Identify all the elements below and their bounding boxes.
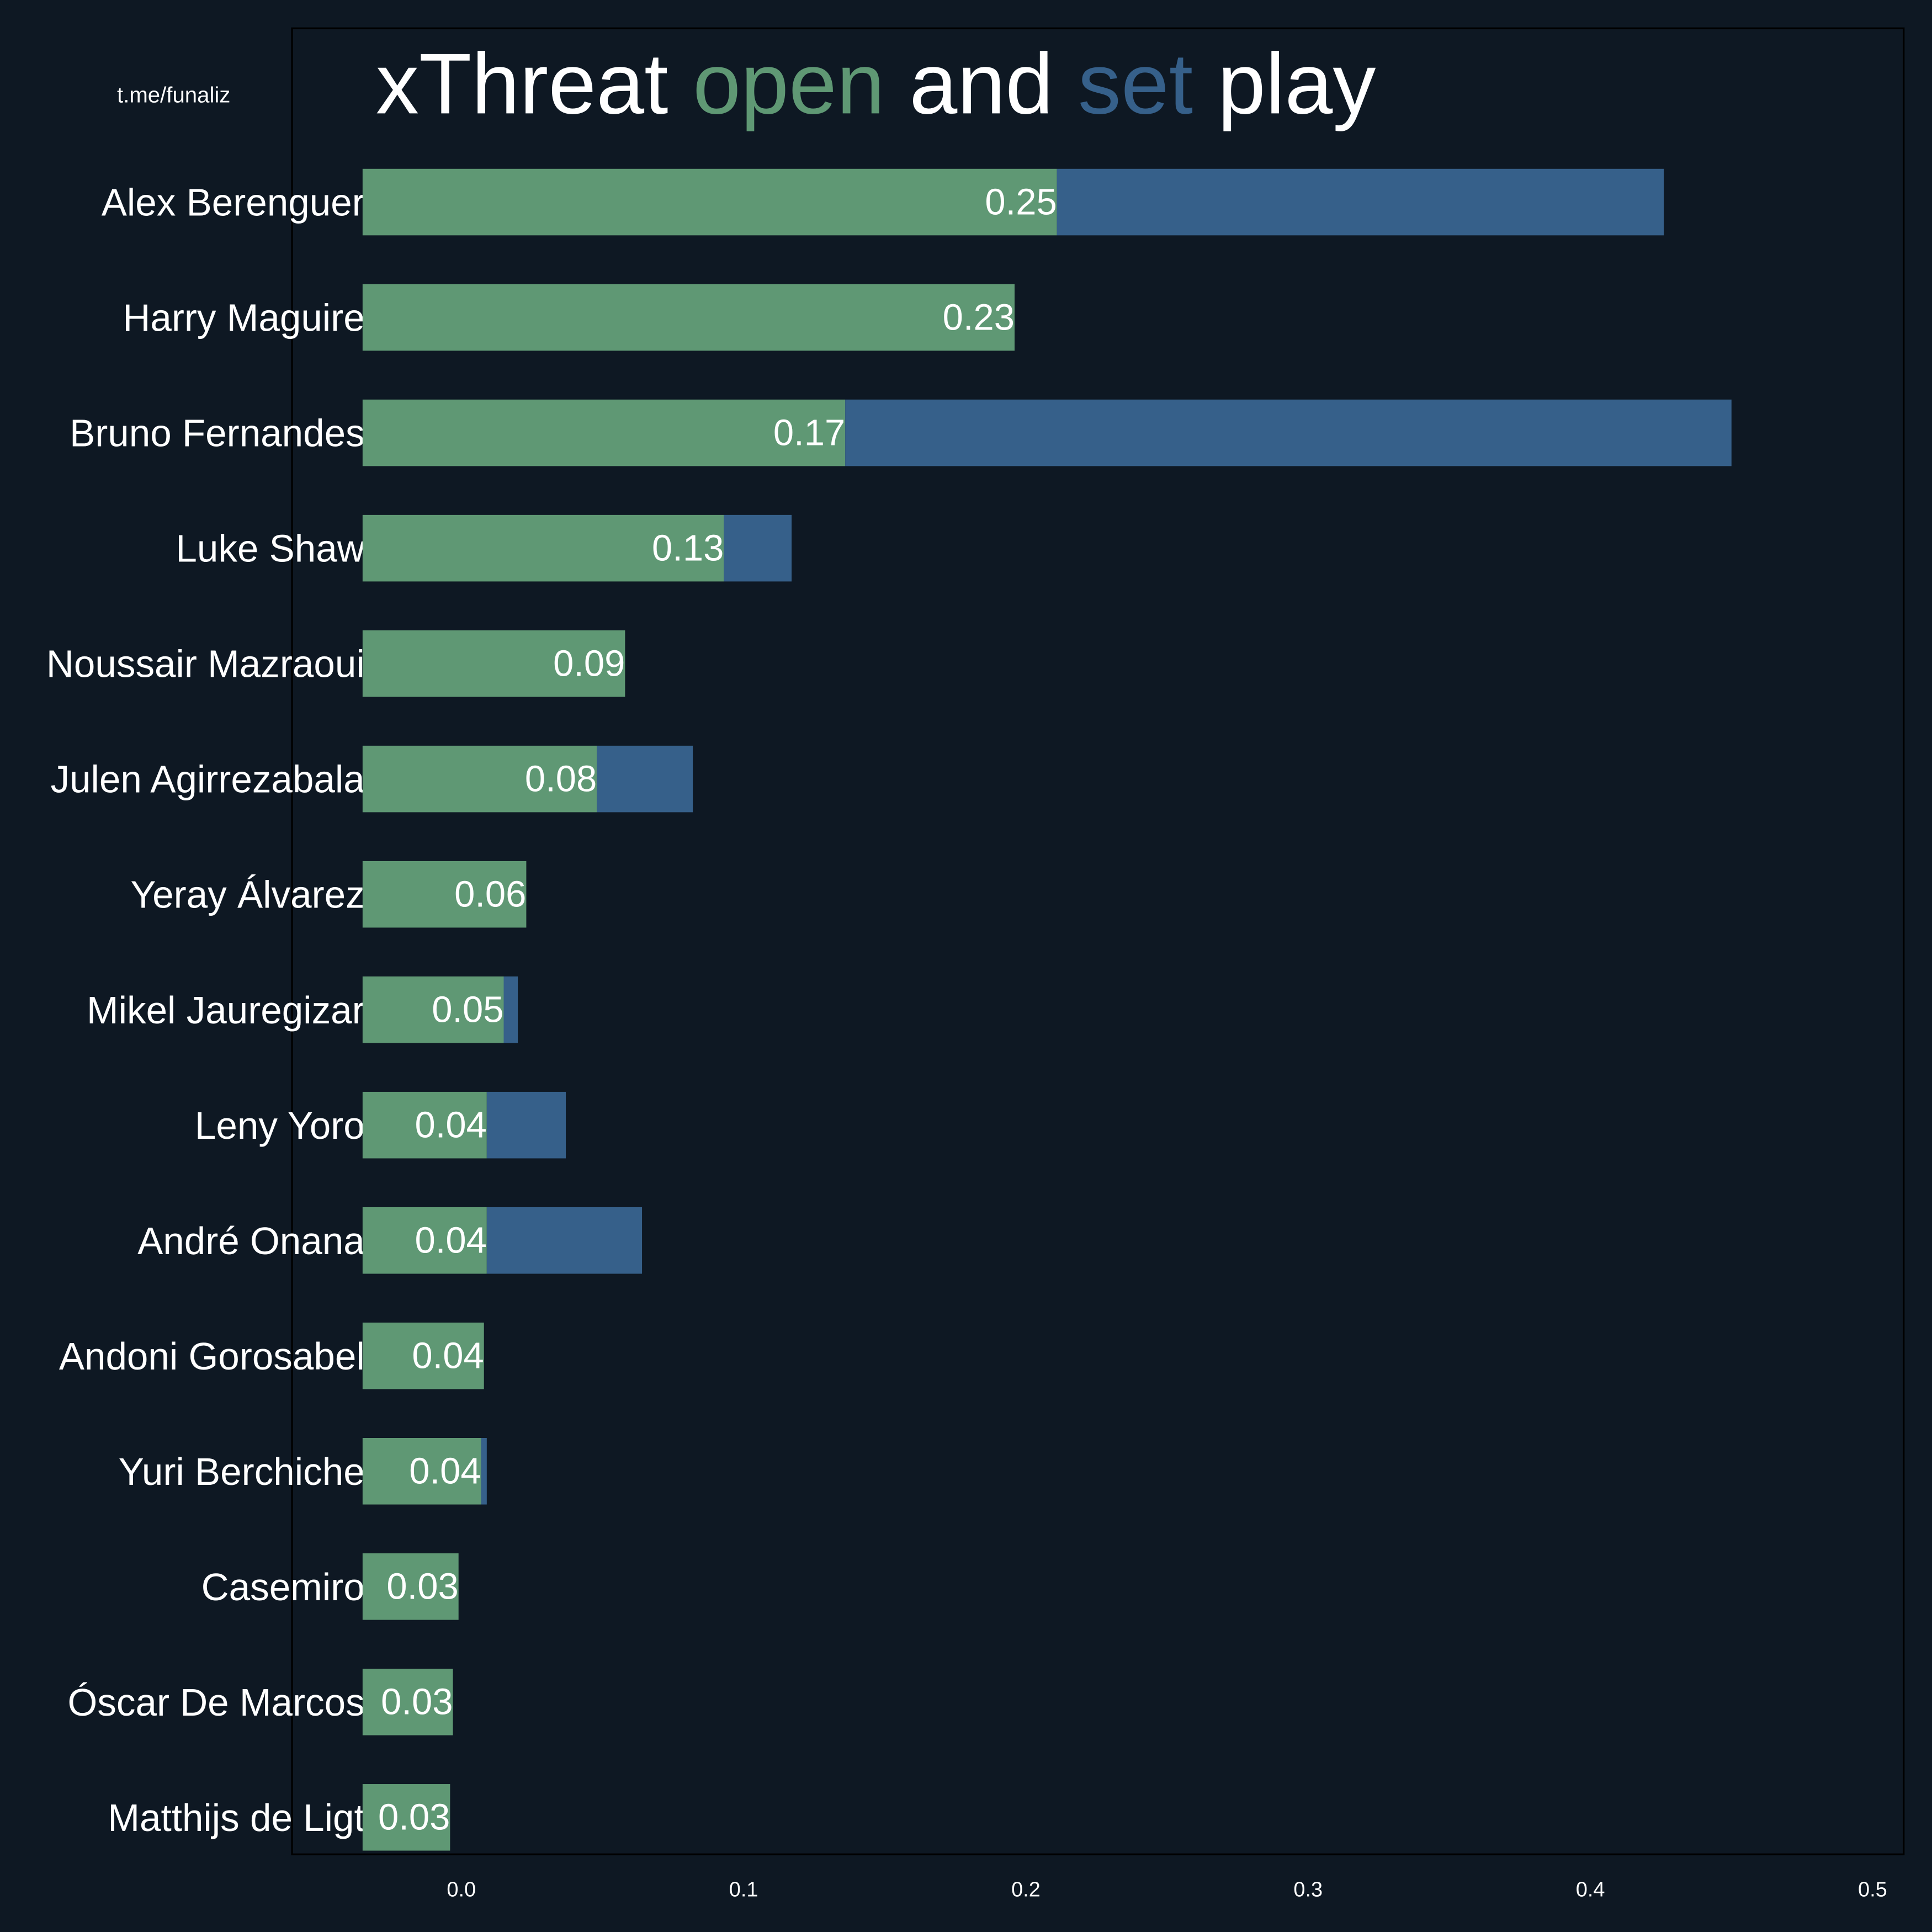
plot-frame bbox=[291, 27, 1905, 1856]
x-tick-label: 0.3 bbox=[1293, 1878, 1323, 1901]
bar-segment bbox=[362, 1553, 459, 1620]
x-tick-label: 0.2 bbox=[1011, 1878, 1041, 1901]
value-label: 0.25 bbox=[985, 181, 1057, 222]
bar-segment bbox=[362, 399, 846, 466]
title-part: xThreat bbox=[376, 36, 668, 132]
bar-segment bbox=[362, 861, 527, 928]
value-label: 0.04 bbox=[412, 1335, 484, 1377]
bar-segment bbox=[481, 1438, 487, 1505]
bar-segment bbox=[362, 1322, 484, 1389]
title-part: and bbox=[909, 36, 1053, 132]
y-tick-label: Mikel Jauregizar bbox=[87, 989, 365, 1032]
chart-title: xThreat open and set play bbox=[376, 36, 1376, 132]
bar-segment bbox=[362, 745, 597, 813]
y-tick-label: André Onana bbox=[137, 1219, 365, 1262]
value-label: 0.23 bbox=[943, 296, 1015, 338]
title-part: open bbox=[693, 36, 885, 132]
value-label: 0.03 bbox=[386, 1566, 458, 1607]
watermark: t.me/funaliz bbox=[117, 82, 230, 107]
y-tick-label: Leny Yoro bbox=[195, 1104, 365, 1147]
bar-segment bbox=[362, 630, 625, 697]
bar-segment bbox=[362, 168, 1057, 236]
value-label: 0.06 bbox=[454, 874, 526, 915]
bar-segment bbox=[362, 976, 504, 1043]
y-tick-label: Andoni Gorosabel bbox=[59, 1335, 365, 1378]
value-label: 0.13 bbox=[652, 527, 724, 569]
title-part: set bbox=[1078, 36, 1193, 132]
bar-segment bbox=[362, 1091, 487, 1159]
title-part: play bbox=[1218, 36, 1376, 132]
y-tick-label: Julen Agirrezabala bbox=[50, 758, 365, 801]
bar-segment bbox=[1057, 168, 1664, 236]
y-tick-label: Luke Shaw bbox=[176, 527, 365, 570]
value-label: 0.04 bbox=[415, 1105, 487, 1146]
y-tick-label: Yuri Berchiche bbox=[119, 1450, 365, 1493]
bar-segment bbox=[362, 514, 724, 582]
value-label: 0.08 bbox=[525, 758, 597, 799]
bar-segment bbox=[486, 1207, 643, 1274]
bar-segment bbox=[362, 1207, 487, 1274]
y-tick-label: Alex Berenguer bbox=[102, 181, 365, 224]
y-tick-label: Óscar De Marcos bbox=[67, 1681, 364, 1724]
value-label: 0.09 bbox=[553, 643, 625, 684]
bar-segment bbox=[597, 745, 693, 813]
y-tick-label: Yeray Álvarez bbox=[130, 873, 364, 916]
bar-segment bbox=[724, 514, 792, 582]
value-label: 0.03 bbox=[381, 1681, 453, 1723]
value-label: 0.04 bbox=[415, 1220, 487, 1261]
value-label: 0.03 bbox=[378, 1797, 450, 1838]
value-label: 0.05 bbox=[432, 989, 503, 1031]
bar-segment bbox=[362, 284, 1015, 351]
bar-segment bbox=[362, 1784, 450, 1851]
value-label: 0.17 bbox=[773, 412, 845, 453]
bar-segment bbox=[362, 1438, 481, 1505]
y-tick-label: Bruno Fernandes bbox=[70, 412, 365, 455]
bar-segment bbox=[362, 1669, 453, 1735]
x-tick-label: 0.4 bbox=[1576, 1878, 1605, 1901]
x-tick-label: 0.0 bbox=[447, 1878, 476, 1901]
y-tick-label: Casemiro bbox=[201, 1565, 365, 1609]
x-tick-label: 0.1 bbox=[729, 1878, 758, 1901]
bar-segment bbox=[486, 1091, 566, 1159]
x-tick-label: 0.5 bbox=[1858, 1878, 1887, 1901]
y-tick-label: Noussair Mazraoui bbox=[46, 643, 365, 686]
bar-segment bbox=[845, 399, 1732, 466]
bar-segment bbox=[503, 976, 518, 1043]
value-label: 0.04 bbox=[409, 1451, 481, 1492]
y-tick-label: Harry Maguire bbox=[123, 296, 364, 339]
y-tick-label: Matthijs de Ligt bbox=[108, 1796, 364, 1839]
